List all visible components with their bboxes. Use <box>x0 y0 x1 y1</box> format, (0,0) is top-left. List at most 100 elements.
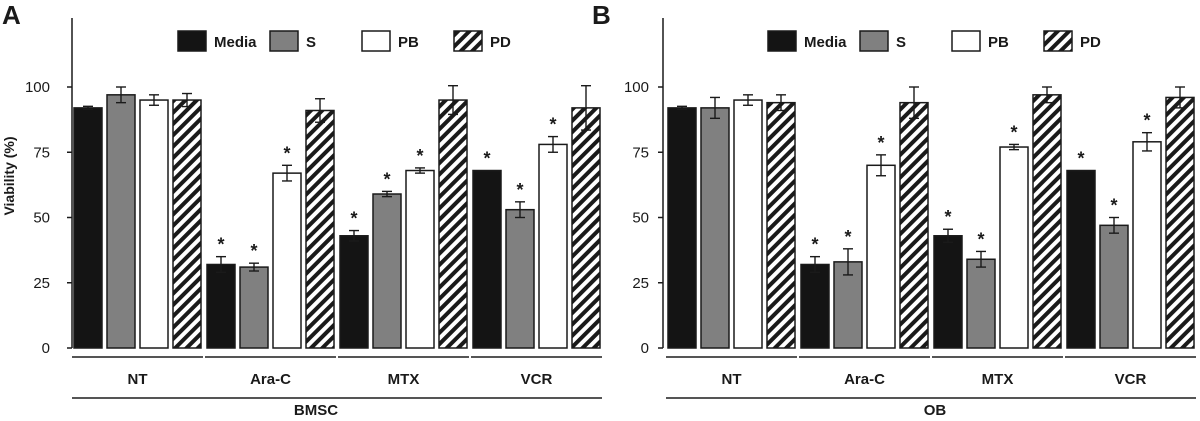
legend-swatch-media <box>177 30 207 52</box>
bar-pd-vcr <box>571 107 601 349</box>
legend-a: Media S PB PD <box>177 30 511 52</box>
y-tick-label: 0 <box>42 340 50 357</box>
significance-star: * <box>1110 196 1117 216</box>
bar-media-mtx <box>339 235 369 349</box>
significance-star: * <box>350 209 357 229</box>
legend-label-pd: PD <box>1080 34 1101 51</box>
y-tick-label: 0 <box>641 340 649 357</box>
y-axis-label-a: Viability (%) <box>1 136 17 215</box>
y-tick-label: 75 <box>632 144 649 161</box>
legend-swatch-pd <box>453 30 483 52</box>
legend-swatch-pb <box>361 30 391 52</box>
y-axis-a: 0 25 50 75 100 <box>25 18 73 357</box>
significance-star: * <box>1143 111 1150 131</box>
legend-label-media: Media <box>214 34 257 51</box>
panel-letter-b: B <box>592 0 611 30</box>
bar-pb-vcr <box>538 143 568 349</box>
bar-pd-nt <box>766 101 796 349</box>
legend-label-s: S <box>306 34 316 51</box>
y-axis-b: 0 25 50 75 100 <box>624 18 664 357</box>
bar-pd-mtx <box>438 99 468 349</box>
panel-letter-a: A <box>2 0 21 30</box>
significance-star: * <box>1010 122 1017 142</box>
legend-swatch-s <box>859 30 889 52</box>
significance-star: * <box>516 180 523 200</box>
y-tick-label: 25 <box>33 275 50 292</box>
bar-media-ara-c <box>206 263 236 349</box>
legend-b: Media S PB PD <box>767 30 1101 52</box>
significance-star: * <box>844 227 851 247</box>
legend-swatch-pd <box>1043 30 1073 52</box>
category-axis-b: NT Ara-C MTX VCR <box>666 356 1196 399</box>
y-tick-label: 100 <box>25 79 50 96</box>
significance-star: * <box>877 133 884 153</box>
legend-label-pb: PB <box>398 34 419 51</box>
significance-star: * <box>977 229 984 249</box>
legend-label-pb: PB <box>988 34 1009 51</box>
bar-media-vcr <box>1066 169 1096 349</box>
legend-label-pd: PD <box>490 34 511 51</box>
legend-swatch-pb <box>951 30 981 52</box>
bars-b: * * * * * * * * * <box>667 86 1195 349</box>
category-label-mtx: MTX <box>388 371 420 388</box>
bar-s-nt <box>106 94 136 349</box>
bar-media-nt <box>73 107 103 349</box>
bar-s-vcr <box>505 208 535 349</box>
bar-pd-mtx <box>1032 94 1062 349</box>
y-tick-label: 25 <box>632 275 649 292</box>
category-label-nt: NT <box>722 371 742 388</box>
bar-pb-mtx <box>405 169 435 349</box>
bar-pb-ara-c <box>272 172 302 349</box>
bar-media-ara-c <box>800 263 830 349</box>
significance-star: * <box>283 143 290 163</box>
bar-pb-mtx <box>999 146 1029 349</box>
panel-b: B 0 25 50 75 100 Media S PB PD * * * * * * * * * NT Ara-… <box>592 0 1196 419</box>
bars-a: * * * * * * * * * <box>73 84 601 349</box>
bar-s-nt <box>700 107 730 349</box>
bar-pd-vcr <box>1165 96 1195 349</box>
bar-s-vcr <box>1099 224 1129 349</box>
category-axis-a: NT Ara-C MTX VCR <box>72 356 602 399</box>
bar-media-vcr <box>472 169 502 349</box>
category-label-vcr: VCR <box>1115 371 1147 388</box>
bar-pd-nt <box>172 99 202 349</box>
bar-s-ara-c <box>833 261 863 349</box>
bar-pb-nt <box>139 99 169 349</box>
category-label-vcr: VCR <box>521 371 553 388</box>
category-label-ara-c: Ara-C <box>844 371 885 388</box>
bar-pd-ara-c <box>899 101 929 349</box>
significance-star: * <box>383 169 390 189</box>
y-tick-label: 50 <box>632 210 649 227</box>
significance-star: * <box>549 115 556 135</box>
category-label-ara-c: Ara-C <box>250 371 291 388</box>
bar-pb-vcr <box>1132 141 1162 349</box>
bar-pb-nt <box>733 99 763 349</box>
significance-star: * <box>483 149 490 169</box>
y-tick-label: 75 <box>33 144 50 161</box>
legend-label-s: S <box>896 34 906 51</box>
significance-star: * <box>1077 149 1084 169</box>
significance-star: * <box>944 207 951 227</box>
bar-media-nt <box>667 107 697 349</box>
bar-s-mtx <box>372 193 402 349</box>
significance-star: * <box>811 235 818 255</box>
legend-swatch-s <box>269 30 299 52</box>
legend-swatch-media <box>767 30 797 52</box>
bar-pb-ara-c <box>866 164 896 349</box>
category-label-nt: NT <box>128 371 148 388</box>
x-axis-label-a: BMSC <box>294 402 338 419</box>
x-axis-label-b: OB <box>924 402 947 419</box>
bar-s-mtx <box>966 258 996 349</box>
bar-media-mtx <box>933 235 963 349</box>
category-label-mtx: MTX <box>982 371 1014 388</box>
legend-label-media: Media <box>804 34 847 51</box>
significance-star: * <box>217 235 224 255</box>
significance-star: * <box>250 241 257 261</box>
bar-pd-ara-c <box>305 109 335 349</box>
y-tick-label: 100 <box>624 79 649 96</box>
bar-s-ara-c <box>239 266 269 349</box>
y-tick-label: 50 <box>33 210 50 227</box>
significance-star: * <box>416 146 423 166</box>
